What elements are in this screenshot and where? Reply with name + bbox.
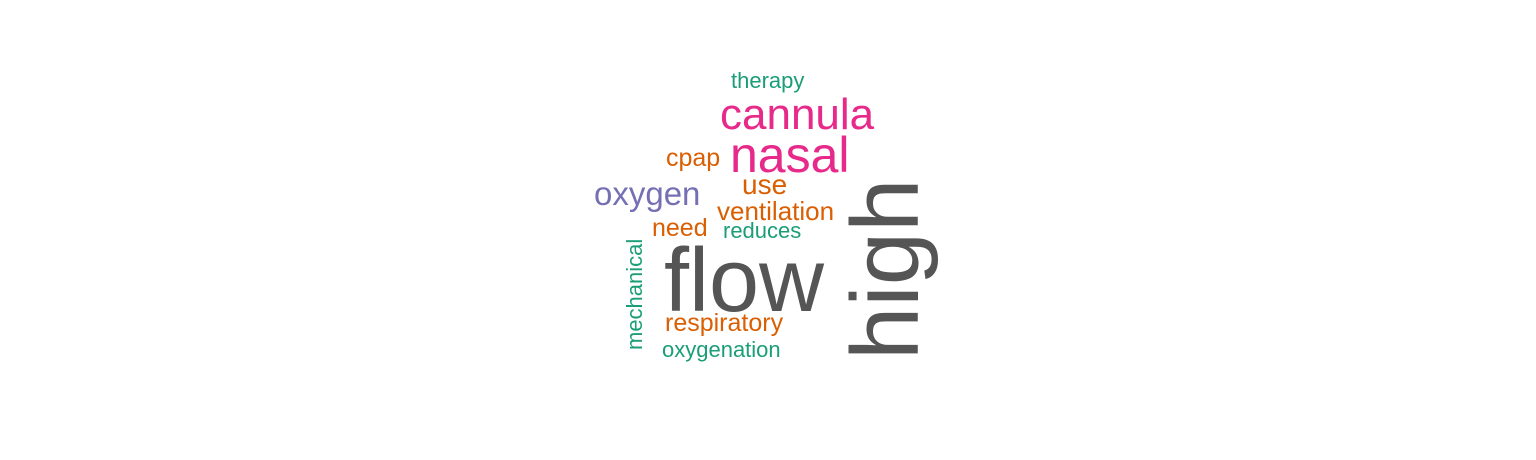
word-use: use <box>742 169 788 200</box>
word-therapy: therapy <box>731 68 805 93</box>
word-cannula: cannula <box>720 90 875 139</box>
word-reduces: reduces <box>723 218 802 243</box>
word-oxygenation: oxygenation <box>662 337 781 362</box>
word-nasal: nasal <box>730 127 850 183</box>
word-mechanical: mechanical <box>622 238 647 350</box>
word-respiratory: respiratory <box>665 309 784 337</box>
word-flow: flow <box>664 231 825 331</box>
word-need: need <box>652 214 708 242</box>
word-ventilation: ventilation <box>717 196 835 226</box>
word-cpap: cpap <box>666 144 721 172</box>
word-high: high <box>832 178 939 361</box>
word-oxygen: oxygen <box>594 175 701 212</box>
